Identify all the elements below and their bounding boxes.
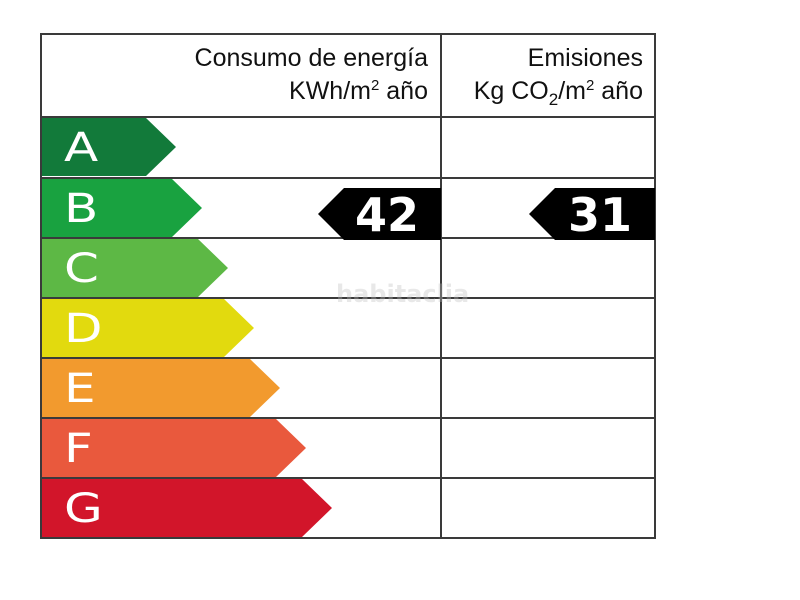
row-divider xyxy=(41,477,655,479)
arrow-shape xyxy=(42,299,254,357)
arrow-shape xyxy=(42,419,306,477)
emisiones-unit: Kg CO2/m2 año xyxy=(473,77,643,109)
arrow-shape xyxy=(42,359,280,417)
arrow-shape xyxy=(42,239,228,297)
row-divider xyxy=(41,417,655,419)
arrow-shape xyxy=(42,179,202,237)
arrow-shape xyxy=(42,118,176,176)
emisiones-title: Emisiones xyxy=(527,44,643,72)
table-border-top xyxy=(41,33,655,35)
watermark: habitaclia xyxy=(336,280,470,308)
emisiones-header: Emisiones Kg CO2/m2 año xyxy=(444,42,643,108)
row-divider xyxy=(41,116,655,118)
rating-letter: B xyxy=(64,186,100,232)
consumo-unit: KWh/m2 año xyxy=(289,77,428,105)
consumo-title: Consumo de energía xyxy=(194,44,428,72)
rating-letter: G xyxy=(64,486,104,532)
rating-letter: E xyxy=(64,366,97,412)
table-border-left xyxy=(40,33,42,539)
badge-shape xyxy=(318,188,441,240)
rating-letter: D xyxy=(64,306,104,352)
rating-letter: C xyxy=(64,246,101,292)
table-border-right xyxy=(654,33,656,539)
table-border-bottom xyxy=(41,537,655,539)
badge-shape xyxy=(529,188,655,240)
consumo-header: Consumo de energía KWh/m2 año xyxy=(120,42,428,108)
row-divider xyxy=(41,177,655,179)
emisiones-value-badge: 31 xyxy=(529,188,655,242)
row-divider xyxy=(41,357,655,359)
consumo-value: 42 xyxy=(354,188,419,242)
consumo-value-badge: 42 xyxy=(318,188,441,242)
row-divider xyxy=(41,297,655,299)
rating-letter: A xyxy=(64,125,100,171)
column-divider xyxy=(440,33,442,539)
arrow-shape xyxy=(42,479,332,537)
rating-letter: F xyxy=(64,426,95,472)
emisiones-value: 31 xyxy=(567,188,632,242)
